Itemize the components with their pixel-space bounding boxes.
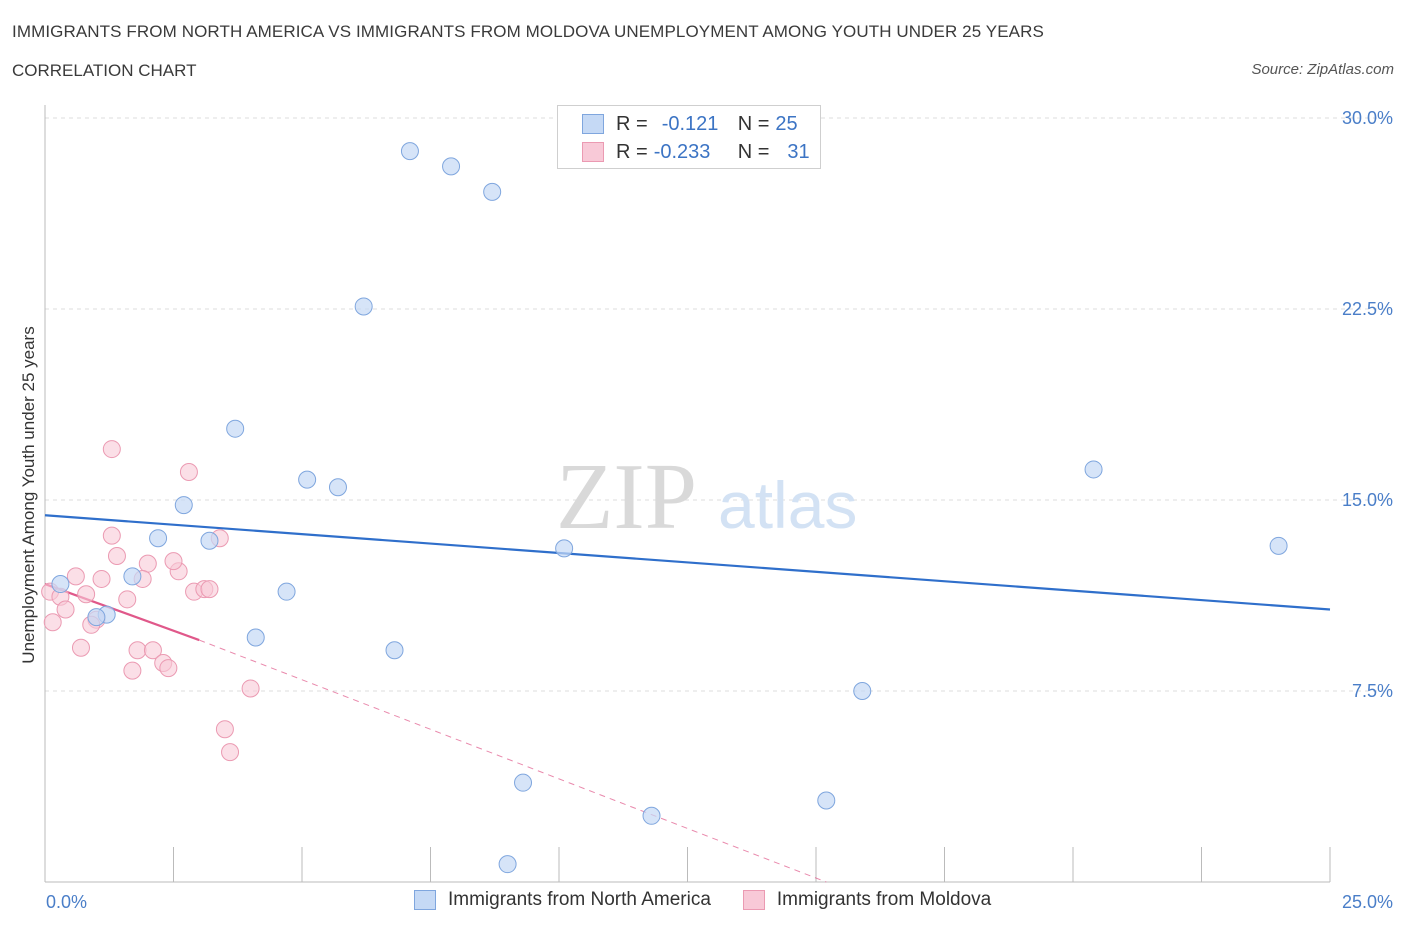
- moldova-point: [78, 586, 95, 603]
- north-america-point: [247, 629, 264, 646]
- correlation-legend: R = -0.121 N = 25 R = -0.233 N = 31: [557, 105, 821, 169]
- north-america-point: [175, 497, 192, 514]
- north-america-point: [1270, 537, 1287, 554]
- moldova-point: [57, 601, 74, 618]
- moldova-point: [72, 639, 89, 656]
- moldova-point: [222, 744, 239, 761]
- moldova-point: [216, 721, 233, 738]
- north-america-point: [124, 568, 141, 585]
- north-america-point: [201, 532, 218, 549]
- legend-row-north-america: R = -0.121 N = 25: [582, 111, 798, 137]
- north-america-point: [355, 298, 372, 315]
- y-tick-label: 7.5%: [1352, 681, 1393, 701]
- legend-label: Immigrants from Moldova: [777, 889, 991, 911]
- moldova-point: [119, 591, 136, 608]
- north-america-point: [443, 158, 460, 175]
- north-america-point: [1085, 461, 1102, 478]
- moldova-point: [103, 441, 120, 458]
- watermark-atlas: atlas: [718, 468, 857, 542]
- moldova-point: [103, 527, 120, 544]
- pink-swatch-icon: [582, 142, 604, 162]
- r-value: -0.121: [662, 113, 724, 136]
- grid-lines: [45, 118, 1390, 691]
- y-tick-label: 22.5%: [1342, 299, 1393, 319]
- north-america-point: [643, 807, 660, 824]
- n-value: 25: [775, 113, 797, 136]
- x-tick-label: 0.0%: [46, 892, 87, 912]
- moldova-point: [124, 662, 141, 679]
- moldova-point: [242, 680, 259, 697]
- moldova-point: [67, 568, 84, 585]
- north-america-point: [299, 471, 316, 488]
- pink-swatch-icon: [743, 890, 765, 910]
- r-value: -0.233: [654, 141, 724, 164]
- r-label: R =: [616, 113, 648, 136]
- north-america-point: [329, 479, 346, 496]
- north-america-point: [854, 683, 871, 700]
- north-america-point: [52, 576, 69, 593]
- north-america-point: [818, 792, 835, 809]
- moldova-point: [201, 581, 218, 598]
- legend-item-north-america[interactable]: Immigrants from North America: [414, 889, 711, 911]
- moldova-point: [165, 553, 182, 570]
- y-tick-label: 30.0%: [1342, 108, 1393, 128]
- north-america-point: [556, 540, 573, 557]
- y-axis-label: Unemployment Among Youth under 25 years: [19, 326, 38, 663]
- blue-swatch-icon: [414, 890, 436, 910]
- north-america-point: [401, 143, 418, 160]
- north-america-point: [150, 530, 167, 547]
- north-america-point: [515, 774, 532, 791]
- n-value: 31: [787, 141, 809, 164]
- north-america-point: [484, 183, 501, 200]
- y-tick-label: 15.0%: [1342, 490, 1393, 510]
- moldova-point: [129, 642, 146, 659]
- moldova-point: [160, 660, 177, 677]
- r-label: R =: [616, 141, 648, 164]
- moldova-point: [93, 570, 110, 587]
- north-america-point: [88, 609, 105, 626]
- north-america-point: [499, 856, 516, 873]
- legend-row-moldova: R = -0.233 N = 31: [582, 139, 810, 165]
- moldova-point: [108, 548, 125, 565]
- north-america-point: [278, 583, 295, 600]
- n-label: N =: [738, 113, 770, 136]
- north-america-point: [386, 642, 403, 659]
- trend-lines: [45, 515, 1330, 882]
- north-america-point: [227, 420, 244, 437]
- moldova-point: [139, 555, 156, 572]
- trend-line-moldova-extrapolated: [199, 640, 826, 882]
- moldova-point: [180, 463, 197, 480]
- n-label: N =: [738, 141, 770, 164]
- watermark-zip: ZIP: [556, 445, 697, 549]
- legend-label: Immigrants from North America: [448, 889, 711, 911]
- series-legend: Immigrants from North America Immigrants…: [414, 889, 1023, 911]
- x-tick-label: 25.0%: [1342, 892, 1393, 912]
- legend-item-moldova[interactable]: Immigrants from Moldova: [743, 889, 991, 911]
- watermark: ZIP atlas: [556, 445, 857, 549]
- blue-swatch-icon: [582, 114, 604, 134]
- moldova-point: [44, 614, 61, 631]
